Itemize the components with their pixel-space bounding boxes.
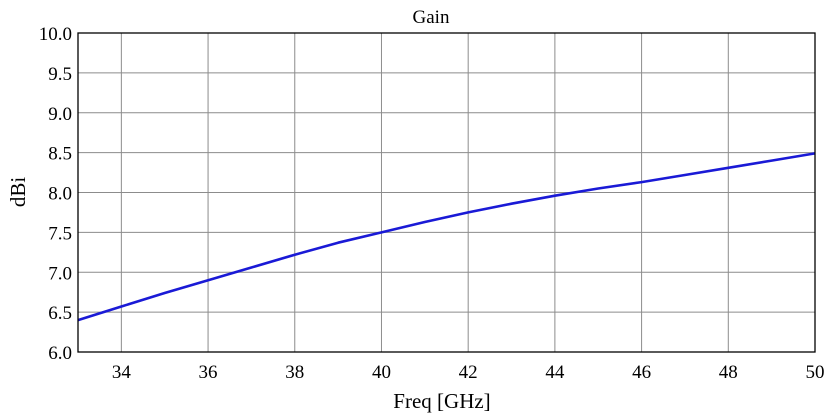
y-tick-label: 7.5 <box>48 223 72 244</box>
x-tick-label: 36 <box>199 362 218 383</box>
chart-title: Gain <box>413 7 450 28</box>
plot-area-frame <box>77 32 816 353</box>
x-tick-label: 40 <box>372 362 391 383</box>
y-axis-label: dBi <box>6 177 30 208</box>
x-axis-label: Freq [GHz] <box>393 389 490 413</box>
x-tick-label: 42 <box>459 362 478 383</box>
x-tick-label: 46 <box>632 362 651 383</box>
x-tick-label: 38 <box>285 362 304 383</box>
y-tick-labels: 6.0 6.5 7.0 7.5 8.0 8.5 9.0 9.5 10.0 <box>39 24 72 364</box>
y-tick-label: 9.5 <box>48 64 72 85</box>
y-tick-label: 6.5 <box>48 303 72 324</box>
x-tick-label: 50 <box>806 362 825 383</box>
x-tick-label: 34 <box>112 362 132 383</box>
series-layer <box>77 152 816 322</box>
y-tick-label: 9.0 <box>48 104 72 125</box>
y-tick-label: 6.0 <box>48 343 72 364</box>
gain-series-line <box>77 152 816 322</box>
y-tick-label: 7.0 <box>48 263 72 284</box>
x-tick-label: 48 <box>719 362 738 383</box>
y-tick-label: 10.0 <box>39 24 72 45</box>
x-tick-labels: 34 36 38 40 42 44 46 48 50 <box>112 362 825 383</box>
grid-lines <box>78 32 816 353</box>
x-tick-label: 44 <box>545 362 565 383</box>
y-tick-label: 8.0 <box>48 184 72 205</box>
y-tick-label: 8.5 <box>48 144 72 165</box>
